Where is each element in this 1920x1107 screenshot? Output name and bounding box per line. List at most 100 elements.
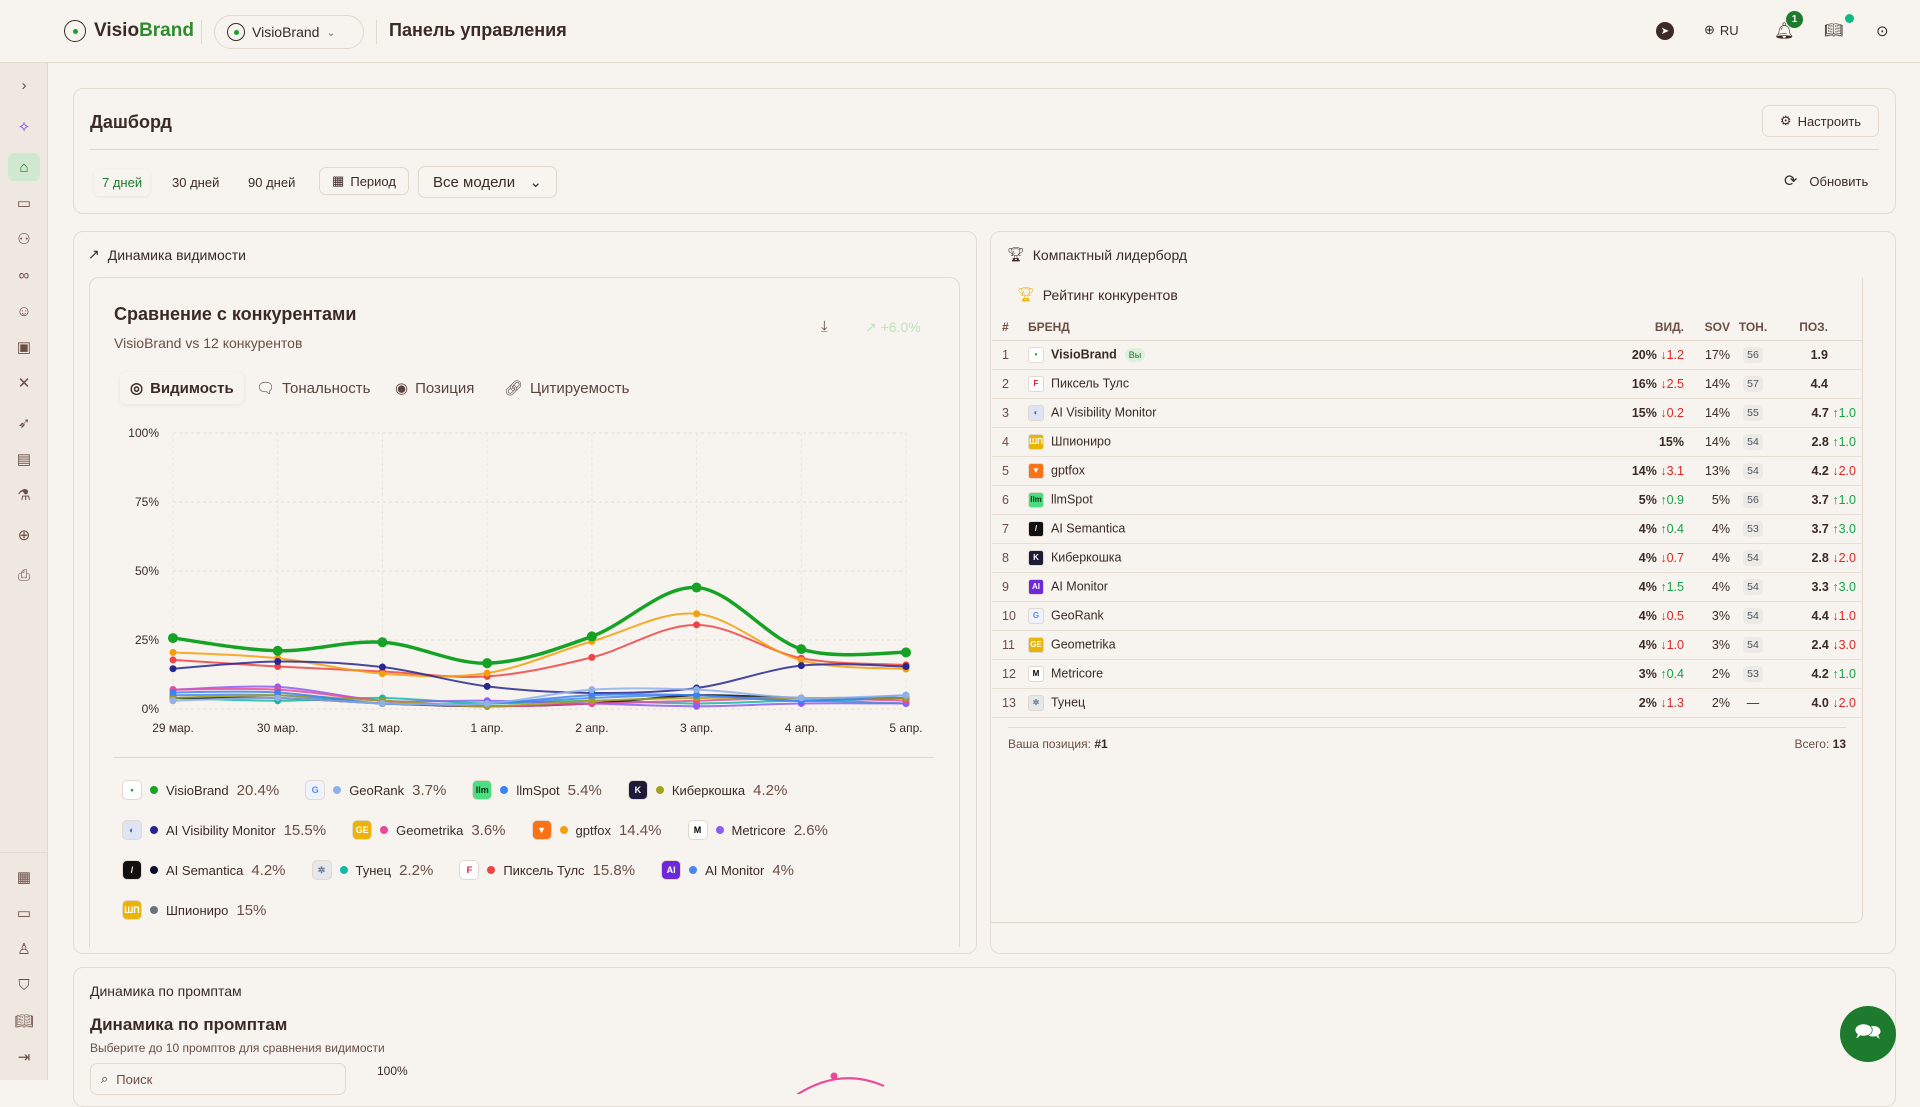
legend-item[interactable]: llm llmSpot 5.4% (472, 778, 602, 802)
chat-icon[interactable]: ▭ (16, 195, 32, 212)
account-icon[interactable]: ⊙ (1876, 23, 1889, 40)
series-line-VisioBrand (172, 585, 907, 665)
printer-icon[interactable]: ⎙ (17, 566, 30, 584)
book-icon[interactable]: 📖︎ (1824, 22, 1844, 39)
building-icon[interactable]: ▦ (16, 869, 32, 886)
logout-icon[interactable]: ⇥ (17, 1049, 31, 1066)
legend-item[interactable]: ШП Шпиониро 15% (122, 898, 266, 922)
visibility-value: 4% (1638, 637, 1657, 652)
range-7-days[interactable]: 7 дней (94, 169, 150, 196)
period-button[interactable]: ▦ Период (319, 167, 409, 195)
inbox-icon[interactable]: ▣ (16, 339, 32, 356)
col-position[interactable]: ПОЗ. (1776, 314, 1862, 341)
swords-icon[interactable]: ✕ (17, 375, 31, 392)
home-icon[interactable]: ⌂ (8, 153, 40, 181)
sentiment-badge: 54 (1743, 607, 1763, 624)
configure-button[interactable]: ⚙ Настроить (1762, 105, 1879, 137)
bell-icon[interactable]: 🔔︎ (1774, 23, 1795, 40)
legend-item[interactable]: G GeoRank 3.7% (305, 778, 446, 802)
sov-value: 17% (1684, 340, 1730, 370)
data-point-VisioBrand (691, 582, 702, 593)
telegram-icon[interactable]: ➤ (1656, 22, 1674, 40)
book-icon[interactable]: 📖︎ (14, 1013, 34, 1030)
legend-item[interactable]: ▼ gptfox 14.4% (531, 818, 662, 842)
rank: 4 (992, 427, 1028, 457)
prompt-search-input[interactable]: ⌕ Поиск (90, 1063, 346, 1095)
project-switcher[interactable]: VisioBrand ⌄ (214, 15, 364, 49)
link-icon[interactable]: ∞ (18, 266, 30, 284)
leaderboard-row[interactable]: 11 GE Geometrika 4% ↓1.0 3% 54 2.4 ↓3.0 (992, 630, 1862, 660)
legend-item[interactable]: ✲ Тунец 2.2% (311, 858, 433, 882)
brand-logo-icon: llm (1028, 491, 1044, 508)
refresh-button[interactable]: ⟳ Обновить (1784, 171, 1868, 191)
shield-icon[interactable]: ⛉ (18, 976, 30, 994)
database-icon[interactable]: ▤ (16, 451, 32, 468)
chevron-right-icon[interactable]: › (21, 76, 27, 94)
smile-plus-icon[interactable]: ☺ (16, 302, 32, 320)
legend-item[interactable]: K Киберкошка 4.2% (627, 778, 788, 802)
sov-value: 4% (1684, 543, 1730, 573)
tab-position[interactable]: ◉ Позиция (395, 372, 474, 404)
leaderboard-row[interactable]: 12 M Metricore 3% ↑0.4 2% 53 4.2 ↑1.0 (992, 659, 1862, 689)
users-icon[interactable]: ⚇ (17, 231, 31, 248)
leaderboard-row[interactable]: 2 F Пиксель Тулс 16% ↓2.5 14% 57 4.4 (992, 369, 1862, 399)
card-subtitle: VisioBrand vs 12 конкурентов (114, 335, 303, 351)
sov-value: 2% (1684, 659, 1730, 689)
col-sov[interactable]: SOV (1684, 314, 1730, 341)
range-90-days[interactable]: 90 дней (248, 175, 296, 190)
col-sentiment[interactable]: ТОН. (1730, 314, 1776, 341)
leaderboard-row[interactable]: 9 AI AI Monitor 4% ↑1.5 4% 54 3.3 ↑3.0 (992, 572, 1862, 602)
leaderboard-row[interactable]: 3 ◐ AI Visibility Monitor 15% ↓0.2 14% 55… (992, 398, 1862, 428)
series-color-dot (655, 786, 664, 794)
x-tick-label: 4 апр. (785, 721, 818, 735)
credit-card-icon[interactable]: ▭ (16, 905, 32, 922)
visibility-delta: ↓0.5 (1660, 608, 1684, 623)
leaderboard-row[interactable]: 1 • VisioBrand Вы 20% ↓1.2 17% 56 1.9 (992, 340, 1862, 370)
flask-icon[interactable]: ⚗ (17, 487, 31, 504)
legend-item[interactable]: GE Geometrika 3.6% (352, 818, 506, 842)
leaderboard-row[interactable]: 13 ✲ Тунец 2% ↓1.3 2% — 4.0 ↓2.0 (992, 688, 1862, 718)
language-switcher[interactable]: ⊕ RU (1704, 22, 1739, 38)
data-point-GeoRank (378, 699, 386, 707)
globe-icon[interactable]: ⊕ (17, 527, 31, 544)
legend-value: 4.2% (753, 781, 788, 799)
leaderboard-row[interactable]: 5 ▼ gptfox 14% ↓3.1 13% 54 4.2 ↓2.0 (992, 456, 1862, 486)
tab-visibility[interactable]: ◎ Видимость (120, 372, 244, 404)
notification-badge: 1 (1786, 11, 1803, 28)
tab-citations[interactable]: 🔗︎ Цитируемость (504, 372, 629, 404)
leaderboard-row[interactable]: 8 K Киберкошка 4% ↓0.7 4% 54 2.8 ↓2.0 (992, 543, 1862, 573)
brand-logo-icon: ШП (1028, 433, 1044, 450)
col-visibility[interactable]: ВИД. (1574, 314, 1684, 341)
legend-value: 2.6% (793, 821, 828, 839)
range-30-days[interactable]: 30 дней (172, 175, 220, 190)
legend-item[interactable]: F Пиксель Тулс 15.8% (459, 858, 635, 882)
brand-logo-icon: / (1028, 520, 1044, 537)
rocket-icon[interactable]: ➶ (17, 415, 31, 432)
position-value: 1.9 (1810, 347, 1828, 362)
divider (90, 149, 1879, 150)
legend-item[interactable]: AI AI Monitor 4% (661, 858, 794, 882)
user-icon[interactable]: ♙ (17, 941, 31, 958)
visibility-delta: ↑1.5 (1660, 579, 1684, 594)
legend-item[interactable]: M Metricore 2.6% (687, 818, 828, 842)
leaderboard-row[interactable]: 4 ШП Шпиониро 15% 14% 54 2.8 ↑1.0 (992, 427, 1862, 457)
y-tick-label: 100% (128, 426, 159, 440)
model-select[interactable]: Все модели ⌄ (418, 166, 557, 198)
sparkles-icon[interactable]: ✧ (17, 119, 31, 136)
app-logo[interactable]: VisioBrand (64, 20, 194, 42)
data-point-gptfox (483, 669, 491, 677)
legend-value: 15.8% (592, 861, 636, 879)
legend-item[interactable]: / AI Semantica 4.2% (122, 858, 286, 882)
leaderboard-row[interactable]: 6 llm llmSpot 5% ↑0.9 5% 56 3.7 ↑1.0 (992, 485, 1862, 515)
globe-icon: ⊕ (1704, 22, 1715, 37)
download-icon[interactable]: ⤓ (821, 318, 828, 335)
leaderboard-row[interactable]: 7 / AI Semantica 4% ↑0.4 4% 53 3.7 ↑3.0 (992, 514, 1862, 544)
tab-sentiment[interactable]: 🗨︎ Тональность (256, 372, 370, 404)
legend-label: AI Semantica (166, 862, 244, 878)
chat-support-button[interactable]: 🗪︎ (1840, 1006, 1896, 1062)
legend-item[interactable]: • VisioBrand 20.4% (122, 778, 279, 802)
trophy-icon: 🏆︎ (1017, 286, 1035, 302)
legend-item[interactable]: ◐ AI Visibility Monitor 15.5% (122, 818, 326, 842)
sentiment-badge: 56 (1743, 491, 1763, 508)
leaderboard-row[interactable]: 10 G GeoRank 4% ↓0.5 3% 54 4.4 ↓1.0 (992, 601, 1862, 631)
